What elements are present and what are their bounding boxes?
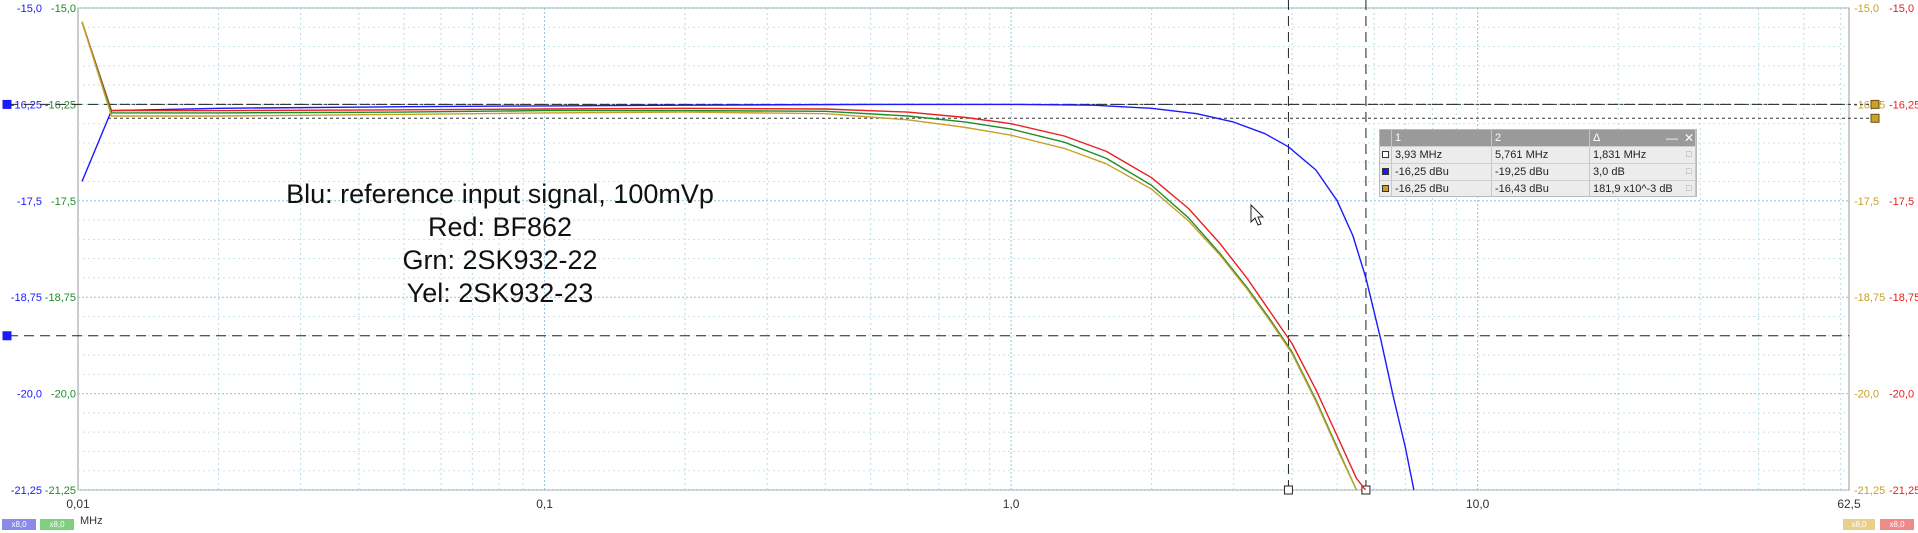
scale-chip-yellow[interactable]: x8,0 xyxy=(1843,519,1875,530)
trace-swatch xyxy=(1382,151,1389,158)
cursor-table-header: 1 2 Δ — ✕ xyxy=(1380,130,1696,146)
cursor-table-row: 3,93 MHz 5,761 MHz 1,831 MHz □ xyxy=(1380,146,1696,163)
y-tick-label-green: -17,5 xyxy=(51,196,76,208)
annotation-green: Grn: 2SK932-22 xyxy=(402,245,598,275)
y-tick-label-blue: -18,75 xyxy=(11,292,42,304)
cursor-table-row: -16,25 dBu -16,43 dBu 181,9 x10^-3 dB □ xyxy=(1380,180,1696,197)
cursor1-header: 1 xyxy=(1392,130,1492,146)
y-tick-label-yellow: -21,25 xyxy=(1854,485,1885,497)
status-bar: x8,0 x8,0 x8,0 x8,0 xyxy=(0,516,1918,533)
close-icon[interactable]: ✕ xyxy=(1683,131,1694,145)
x-tick-label: 0,01 xyxy=(66,497,90,511)
y-tick-label-red: -21,25 xyxy=(1889,485,1918,497)
annotation-blue: Blu: reference input signal, 100mVp xyxy=(286,179,714,209)
cursor-handle-blue xyxy=(2,331,12,341)
y-tick-label-blue: -20,0 xyxy=(17,389,42,401)
delta-header: Δ xyxy=(1590,130,1696,146)
lock-icon[interactable]: □ xyxy=(1686,183,1692,193)
y-tick-label-blue: -16,25 xyxy=(11,99,42,111)
y-tick-label-blue: -17,5 xyxy=(17,196,42,208)
trace-swatch xyxy=(1382,168,1389,175)
legend-annotation: Blu: reference input signal, 100mVp Red:… xyxy=(230,178,770,310)
x-tick-label: 1,0 xyxy=(1003,497,1020,511)
cursor-handle-blue xyxy=(2,99,12,109)
y-tick-label-yellow: -16,25 xyxy=(1854,99,1885,111)
annotation-red: Red: BF862 xyxy=(427,212,573,242)
y-tick-label-red: -18,75 xyxy=(1889,292,1918,304)
y-tick-label-green: -20,0 xyxy=(51,389,76,401)
y-tick-label-yellow: -15,0 xyxy=(1854,3,1879,15)
y-tick-label-green: -16,25 xyxy=(45,99,76,111)
y-tick-label-green: -18,75 xyxy=(45,292,76,304)
x-unit-label: MHz xyxy=(80,515,103,527)
y-tick-label-red: -17,5 xyxy=(1889,196,1914,208)
y-tick-label-blue: -21,25 xyxy=(11,485,42,497)
cursor-handle-yellow xyxy=(1870,113,1880,123)
trace-swatch xyxy=(1382,185,1389,192)
y-tick-label-red: -20,0 xyxy=(1889,389,1914,401)
y-tick-label-blue: -15,0 xyxy=(17,3,42,15)
scale-chip-blue[interactable]: x8,0 xyxy=(2,519,36,530)
x-tick-label: 10,0 xyxy=(1466,497,1490,511)
y-tick-label-yellow: -20,0 xyxy=(1854,389,1879,401)
cursor-handle-yellow xyxy=(1870,99,1880,109)
lock-icon[interactable]: □ xyxy=(1686,166,1692,176)
y-tick-label-red: -15,0 xyxy=(1889,3,1914,15)
plot-frame xyxy=(77,7,1850,491)
mouse-pointer-icon xyxy=(1250,203,1265,226)
y-tick-label-green: -21,25 xyxy=(45,485,76,497)
trace-blue xyxy=(81,103,1415,491)
x-tick-label: 62,5 xyxy=(1837,497,1861,511)
y-tick-label-yellow: -17,5 xyxy=(1854,196,1879,208)
scale-chip-red[interactable]: x8,0 xyxy=(1880,519,1914,530)
x-tick-label: 0,1 xyxy=(536,497,553,511)
cursor-readout-panel[interactable]: 1 2 Δ — ✕ 3,93 MHz 5,761 MHz 1,831 MHz □ -… xyxy=(1379,129,1697,197)
cursor2-header: 2 xyxy=(1492,130,1590,146)
cursor-table-row: -16,25 dBu -19,25 dBu 3,0 dB □ xyxy=(1380,163,1696,180)
cursor-handle xyxy=(1361,485,1371,495)
annotation-yellow: Yel: 2SK932-23 xyxy=(406,278,594,308)
minimize-icon[interactable]: — xyxy=(1665,131,1678,145)
cursor-handle xyxy=(1283,485,1293,495)
scale-chip-green[interactable]: x8,0 xyxy=(40,519,74,530)
trace-green xyxy=(81,21,1358,491)
y-tick-label-red: -16,25 xyxy=(1889,99,1918,111)
trace-yellow xyxy=(81,21,1358,491)
lock-icon[interactable]: □ xyxy=(1686,149,1692,159)
trace-red xyxy=(81,21,1367,491)
y-tick-label-green: -15,0 xyxy=(51,3,76,15)
y-tick-label-yellow: -18,75 xyxy=(1854,292,1885,304)
